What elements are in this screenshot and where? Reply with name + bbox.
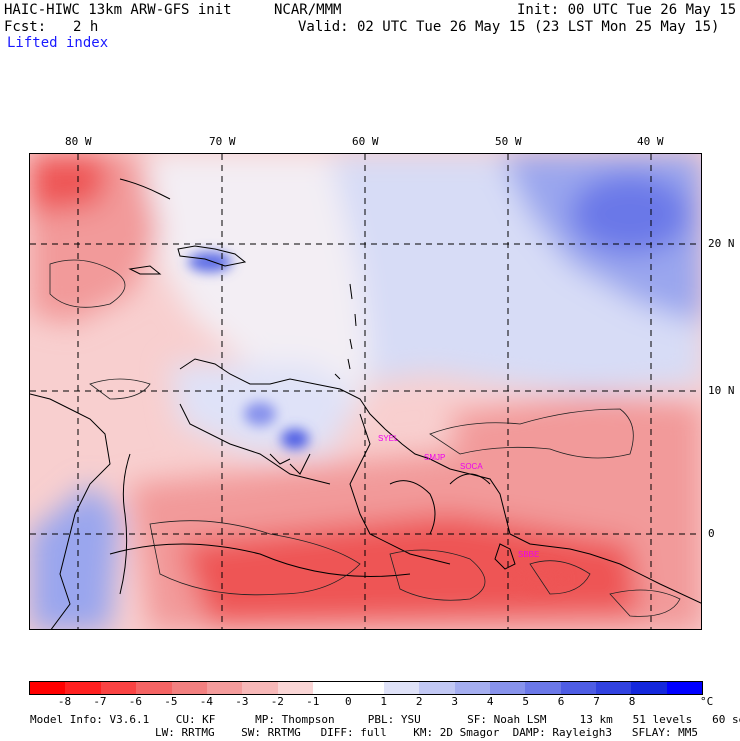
- map-canvas: SYEL SMJP SOCA SBBE: [30, 154, 701, 629]
- lat-label-0: 0: [708, 527, 715, 540]
- colorbar-label: 3: [451, 695, 458, 708]
- cool-spot-hispaniola: [188, 252, 232, 272]
- model-info-line1: Model Info: V3.6.1 CU: KF MP: Thompson P…: [30, 713, 740, 726]
- neutral-band: [140, 154, 370, 414]
- cool-spot-venezuela: [281, 429, 309, 449]
- colorbar-swatch: [596, 682, 632, 694]
- cool-region-pacific: [30, 484, 120, 629]
- station-labels: SYEL SMJP SOCA SBBE: [378, 434, 539, 559]
- colorbar-swatch: [419, 682, 455, 694]
- lifted-index-map: SYEL SMJP SOCA SBBE: [29, 153, 702, 630]
- colorbar-swatch: [136, 682, 172, 694]
- colorbar-swatch: [242, 682, 278, 694]
- colorbar-swatch: [489, 682, 526, 694]
- lon-label-80w: 80 W: [65, 135, 92, 148]
- lat-lon-grid: [30, 154, 701, 629]
- lon-label-70w: 70 W: [209, 135, 236, 148]
- colorbar-label: -8: [57, 695, 72, 708]
- field-name: Lifted index: [7, 35, 109, 51]
- colorbar-swatch: [206, 682, 243, 694]
- cool-spot-maracaibo: [244, 402, 276, 426]
- lon-label-60w: 60 W: [352, 135, 379, 148]
- colorbar-label: -7: [93, 695, 107, 708]
- colorbar-swatch: [383, 682, 420, 694]
- colorbar-label: -5: [164, 695, 178, 708]
- colorbar-swatch: [100, 682, 137, 694]
- colorbar-swatch: [454, 682, 490, 694]
- org-label: NCAR/MMM: [274, 2, 342, 18]
- colorbar-swatch: [525, 682, 561, 694]
- colorbar-swatch: [30, 682, 66, 694]
- station-sbbe: SBBE: [518, 550, 539, 559]
- station-soca: SOCA: [460, 462, 483, 471]
- lat-label-10n: 10 N: [708, 384, 735, 397]
- cool-core: [570, 174, 690, 254]
- colorbar-label: 2: [415, 695, 423, 708]
- warm-core-nw: [30, 154, 110, 214]
- colorbar-unit: °C: [700, 695, 714, 708]
- colorbar-swatch: [631, 682, 667, 694]
- colorbar: [29, 681, 703, 695]
- colorbar-swatch: [560, 682, 596, 694]
- colorbar-label: 0: [344, 695, 352, 708]
- colorbar-label: 5: [522, 695, 529, 708]
- colorbar-swatch: [171, 682, 207, 694]
- colorbar-label: 1: [380, 695, 388, 708]
- model-title: HAIC-HIWC 13km ARW-GFS init: [4, 2, 232, 18]
- forecast-label: Fcst:: [4, 19, 47, 35]
- lon-label-50w: 50 W: [495, 135, 522, 148]
- colorbar-label: -1: [306, 695, 320, 708]
- colorbar-label: 8: [628, 695, 636, 708]
- lat-label-20n: 20 N: [708, 237, 735, 250]
- lon-label-40w: 40 W: [637, 135, 664, 148]
- init-time: Init: 00 UTC Tue 26 May 15: [517, 2, 737, 18]
- colorbar-label: 4: [486, 695, 494, 708]
- contours: [49, 259, 681, 617]
- colorbar-label: 7: [593, 695, 600, 708]
- colorbar-swatch: [277, 682, 313, 694]
- warm-region-east: [450, 394, 701, 484]
- colorbar-label: -2: [270, 695, 284, 708]
- colorbar-swatch: [65, 682, 101, 694]
- station-smjp: SMJP: [424, 453, 445, 462]
- valid-time: Valid: 02 UTC Tue 26 May 15 (23 LST Mon …: [298, 19, 720, 35]
- colorbar-label: -4: [199, 695, 213, 708]
- colorbar-swatch: [348, 682, 384, 694]
- forecast-hour: 2 h: [73, 19, 99, 35]
- colorbar-label: 6: [557, 695, 565, 708]
- colorbar-label: -6: [128, 695, 143, 708]
- station-syel: SYEL: [378, 434, 399, 443]
- colorbar-swatch: [313, 682, 349, 694]
- model-info-line2: LW: RRTMG SW: RRTMG DIFF: full KM: 2D Sm…: [155, 726, 699, 739]
- colorbar-label: -3: [235, 695, 249, 708]
- colorbar-swatch: [666, 682, 703, 694]
